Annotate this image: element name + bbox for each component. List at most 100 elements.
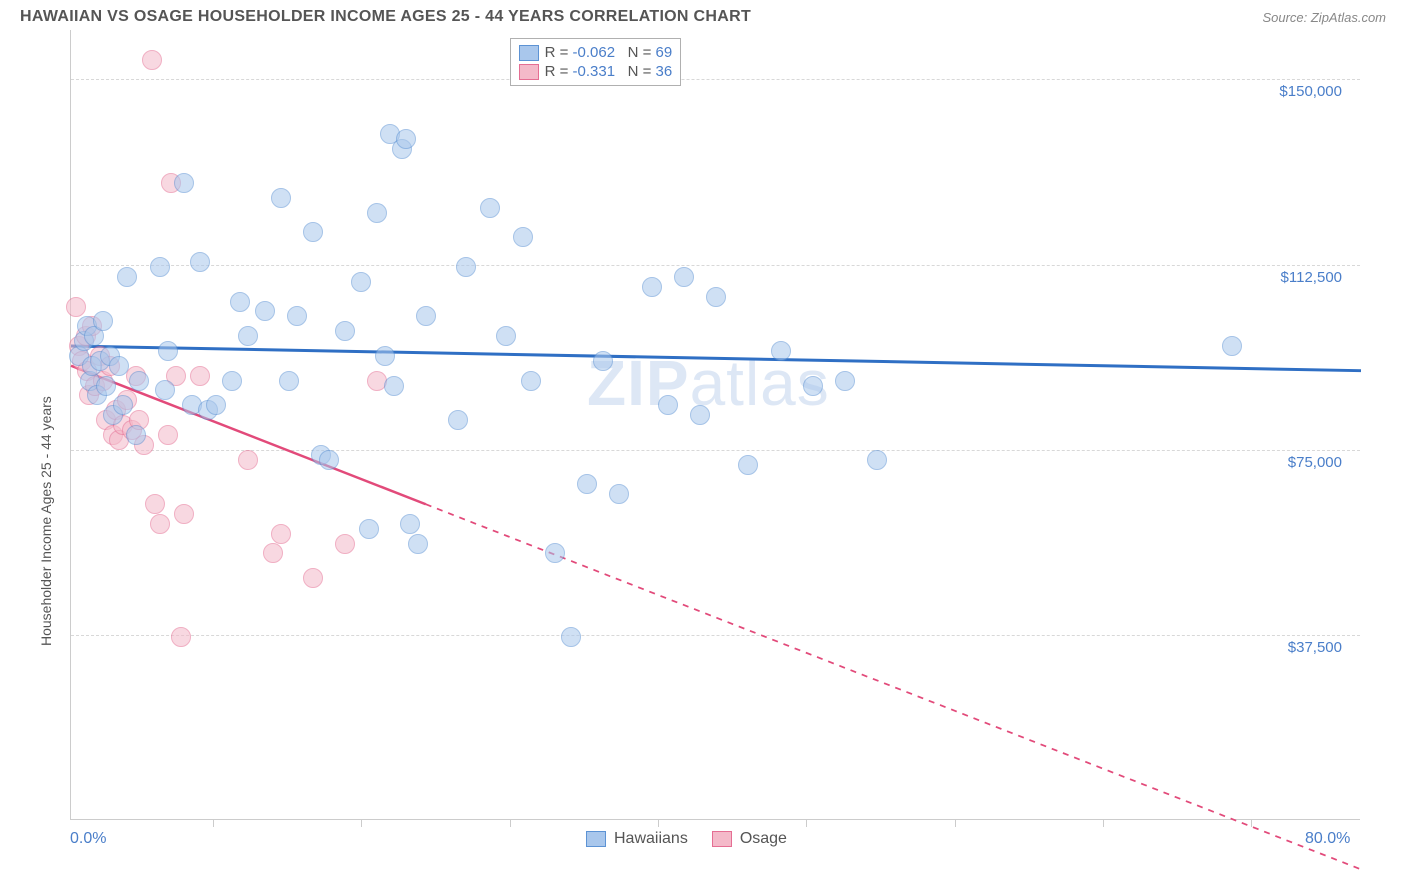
scatter-point [738,455,758,475]
chart-container: Householder Income Ages 25 - 44 years ZI… [20,30,1360,870]
x-tick [1103,819,1104,827]
scatter-point [126,425,146,445]
scatter-point [835,371,855,391]
scatter-point [577,474,597,494]
scatter-point [117,267,137,287]
plot-area: ZIPatlas $37,500$75,000$112,500$150,000R… [70,30,1360,820]
scatter-point [408,534,428,554]
x-tick [1251,819,1252,827]
scatter-point [158,341,178,361]
legend-item: Hawaiians [586,830,688,848]
gridline-horizontal [71,450,1360,451]
scatter-point [174,173,194,193]
scatter-point [113,395,133,415]
scatter-point [351,272,371,292]
x-tick [806,819,807,827]
legend-bottom: Hawaiians Osage [586,830,787,848]
scatter-point [561,627,581,647]
scatter-point [150,257,170,277]
scatter-point [303,222,323,242]
legend-stats-row: R = -0.331 N = 36 [519,62,673,81]
title-bar: HAWAIIAN VS OSAGE HOUSEHOLDER INCOME AGE… [0,0,1406,30]
scatter-point [642,277,662,297]
scatter-point [271,188,291,208]
scatter-point [171,627,191,647]
scatter-point [803,376,823,396]
scatter-point [609,484,629,504]
scatter-point [66,297,86,317]
trend-svg [71,30,1361,820]
x-tick [361,819,362,827]
y-tick-label: $150,000 [1279,83,1350,100]
x-tick [955,819,956,827]
scatter-point [238,326,258,346]
legend-stats-text: R = -0.062 N = 69 [545,44,673,61]
scatter-point [416,306,436,326]
gridline-horizontal [71,265,1360,266]
scatter-point [155,380,175,400]
scatter-point [287,306,307,326]
x-tick [658,819,659,827]
scatter-point [706,287,726,307]
scatter-point [109,356,129,376]
legend-item: Osage [712,830,787,848]
scatter-point [384,376,404,396]
scatter-point [335,321,355,341]
scatter-point [396,129,416,149]
y-tick-label: $37,500 [1288,639,1350,656]
trend-line-solid [71,346,1361,371]
scatter-point [150,514,170,534]
scatter-point [142,50,162,70]
scatter-point [658,395,678,415]
scatter-point [303,568,323,588]
legend-stats-row: R = -0.062 N = 69 [519,43,673,62]
x-axis-max-label: 80.0% [1305,830,1360,848]
scatter-point [545,543,565,563]
scatter-point [375,346,395,366]
x-tick [213,819,214,827]
gridline-horizontal [71,635,1360,636]
scatter-point [521,371,541,391]
legend-swatch [519,64,539,80]
scatter-point [367,203,387,223]
scatter-point [129,371,149,391]
chart-title: HAWAIIAN VS OSAGE HOUSEHOLDER INCOME AGE… [20,8,751,26]
scatter-point [190,252,210,272]
y-axis-label: Householder Income Ages 25 - 44 years [38,396,54,646]
scatter-point [145,494,165,514]
scatter-point [158,425,178,445]
scatter-point [593,351,613,371]
legend-swatch [712,831,732,847]
scatter-point [238,450,258,470]
scatter-point [190,366,210,386]
y-tick-label: $112,500 [1281,269,1350,286]
scatter-point [206,395,226,415]
scatter-point [400,514,420,534]
scatter-point [690,405,710,425]
scatter-point [867,450,887,470]
scatter-point [513,227,533,247]
gridline-horizontal [71,79,1360,80]
scatter-point [448,410,468,430]
scatter-point [230,292,250,312]
scatter-point [319,450,339,470]
trend-line-dashed [426,504,1361,869]
legend-swatch [586,831,606,847]
legend-stats-text: R = -0.331 N = 36 [545,63,673,80]
scatter-point [222,371,242,391]
scatter-point [271,524,291,544]
legend-label: Hawaiians [614,830,688,848]
scatter-point [674,267,694,287]
x-axis-min-label: 0.0% [70,830,106,848]
legend-stats: R = -0.062 N = 69 R = -0.331 N = 36 [510,38,682,86]
scatter-point [496,326,516,346]
scatter-point [255,301,275,321]
scatter-point [1222,336,1242,356]
scatter-point [93,311,113,331]
scatter-point [96,376,116,396]
x-tick [510,819,511,827]
y-tick-label: $75,000 [1288,454,1350,471]
scatter-point [456,257,476,277]
legend-swatch [519,45,539,61]
scatter-point [174,504,194,524]
